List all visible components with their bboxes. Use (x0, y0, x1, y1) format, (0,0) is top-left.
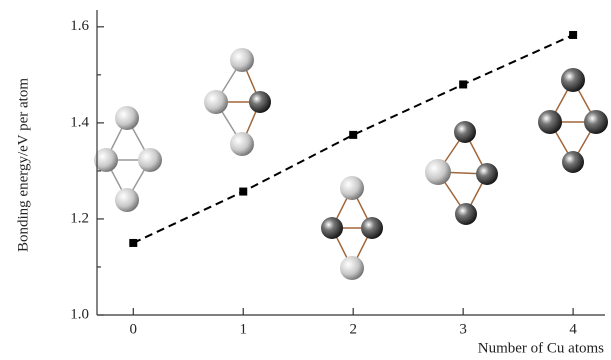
cluster-0 (94, 106, 162, 212)
trend-line (133, 35, 573, 243)
y-tick-label: 1.4 (70, 114, 89, 130)
y-tick-label: 1.2 (70, 210, 89, 226)
x-tick-label: 0 (130, 321, 138, 337)
data-point (569, 31, 577, 39)
cluster-illustrations (94, 48, 608, 280)
y-axis-label: Bonding energy/eV per atom (15, 78, 31, 252)
cluster-1 (204, 48, 271, 156)
data-point (349, 131, 357, 139)
cluster-4 (538, 68, 608, 173)
x-axis-label: Number of Cu atoms (478, 340, 604, 356)
data-point (129, 239, 137, 247)
cluster-3 (425, 121, 498, 225)
x-tick-label: 3 (459, 321, 467, 337)
x-tick-label: 1 (239, 321, 247, 337)
y-tick-label: 1.0 (70, 306, 89, 322)
data-point (459, 80, 467, 88)
y-tick-label: 1.6 (70, 18, 89, 34)
chart: Bonding energy/eV per atom Number of Cu … (0, 0, 611, 360)
x-tick-label: 4 (569, 321, 577, 337)
cluster-2 (321, 176, 383, 280)
data-point (239, 188, 247, 196)
x-tick-label: 2 (349, 321, 357, 337)
